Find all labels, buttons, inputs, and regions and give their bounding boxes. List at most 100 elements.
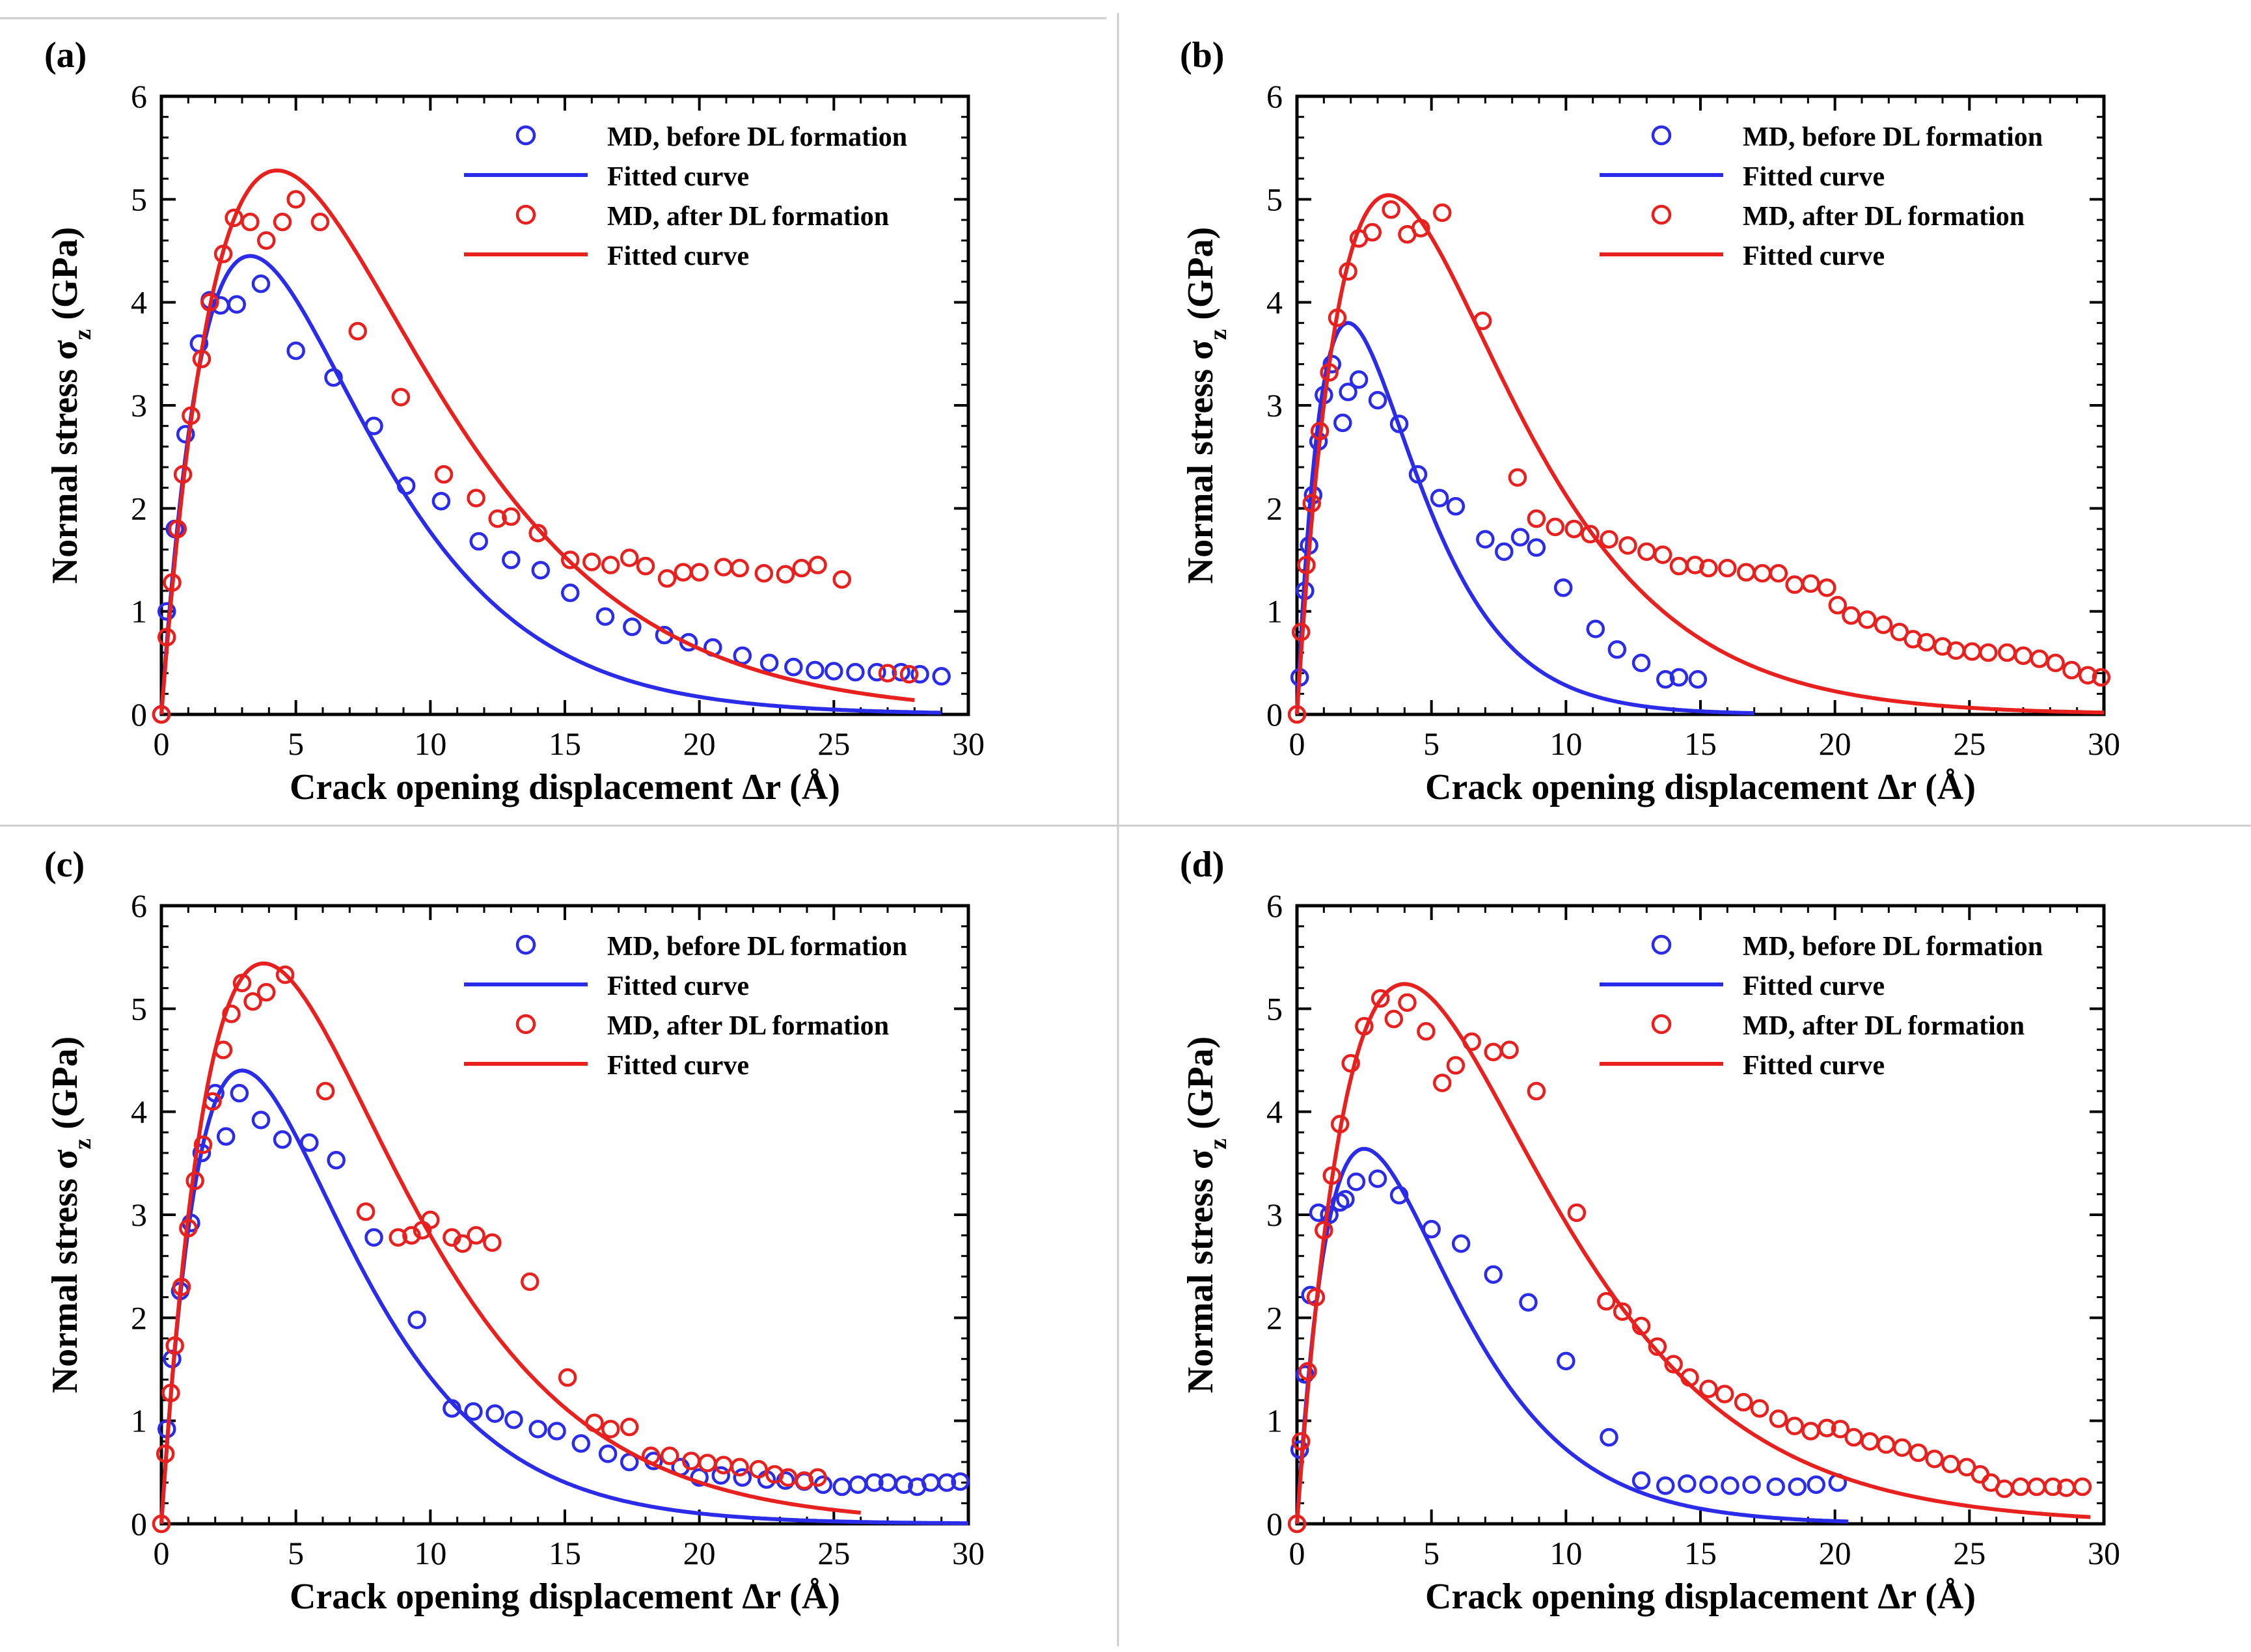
fitted-curve-line <box>159 1068 968 1526</box>
legend-marker-swatch <box>515 1014 536 1035</box>
md-data-point <box>1842 606 1861 625</box>
fitted-curve-line <box>159 961 861 1524</box>
md-data-point <box>595 607 615 626</box>
md-data-point <box>1631 653 1651 673</box>
legend-entry-label: MD, after DL formation <box>607 1011 889 1041</box>
y-axis-label: Normal stress σz (GPa) <box>45 227 96 584</box>
md-data-point <box>1382 200 1400 219</box>
chart-panel: (d) 0 5 10 15 20 25 30 0 1 2 3 4 5 6 Crack opening disp… <box>1180 845 2120 1617</box>
y-tick-label: 0 <box>131 1506 147 1542</box>
y-tick-label: 3 <box>131 387 147 424</box>
md-data-point <box>1495 542 1514 562</box>
md-data-point <box>1801 574 1820 593</box>
md-data-point <box>531 561 551 580</box>
md-data-point <box>1925 1450 1944 1469</box>
md-data-point <box>1997 643 2017 662</box>
chart-panel: (b) 0 5 10 15 20 25 30 0 1 2 3 4 5 6 Crack opening disp… <box>1180 35 2120 807</box>
md-data-point <box>469 532 488 551</box>
legend-entry-label: MD, before DL formation <box>607 122 907 152</box>
md-data-point <box>157 602 176 621</box>
md-data-point <box>636 556 655 576</box>
md-data-point <box>1917 632 1936 652</box>
md-data-point <box>1637 542 1656 562</box>
md-data-point <box>1567 1203 1587 1223</box>
x-tick-label: 20 <box>1819 725 1851 762</box>
y-tick-label: 3 <box>1266 1197 1283 1233</box>
md-data-point <box>225 208 243 228</box>
md-data-point <box>464 1402 483 1421</box>
md-data-point <box>1669 668 1689 687</box>
md-data-point <box>660 1446 679 1465</box>
md-data-point <box>453 1234 472 1253</box>
x-tick-label: 5 <box>1423 725 1439 762</box>
md-data-point <box>547 1422 566 1441</box>
x-tick-label: 5 <box>288 725 304 762</box>
x-tick-label: 20 <box>683 725 716 762</box>
md-data-point <box>1785 1416 1804 1435</box>
md-data-point <box>1451 1234 1471 1253</box>
x-tick-label: 25 <box>817 725 850 762</box>
y-tick-label: 2 <box>131 490 147 526</box>
md-data-point <box>730 558 749 578</box>
md-data-point <box>2092 668 2111 687</box>
md-data-point <box>1600 530 1618 549</box>
y-tick-label: 5 <box>131 990 147 1027</box>
legend-entry-label: Fitted curve <box>607 1051 749 1081</box>
md-data-point <box>485 1404 504 1423</box>
md-data-point <box>1546 517 1565 537</box>
md-data-point <box>1581 524 1600 544</box>
y-tick-label: 1 <box>131 593 147 630</box>
md-data-point <box>230 1083 249 1103</box>
y-tick-label: 0 <box>1266 1506 1283 1542</box>
md-data-point <box>1737 563 1756 582</box>
md-data-point <box>2030 649 2049 668</box>
x-axis-label: Crack opening displacement Δr (Å) <box>1425 1577 1976 1617</box>
md-data-point <box>1527 538 1546 557</box>
y-tick-label: 6 <box>1266 78 1283 115</box>
x-tick-label: 5 <box>288 1535 304 1571</box>
md-data-point <box>402 1226 421 1245</box>
md-data-point <box>1631 1471 1651 1490</box>
md-data-point <box>1527 1081 1546 1101</box>
md-data-point <box>808 556 827 575</box>
md-data-point <box>714 1456 733 1474</box>
md-data-point <box>1432 1074 1452 1092</box>
md-data-point <box>1346 1172 1366 1191</box>
y-tick-label: 4 <box>131 1094 147 1130</box>
md-data-point <box>1963 642 1982 661</box>
x-tick-label: 30 <box>952 725 985 762</box>
y-tick-label: 1 <box>131 1403 147 1439</box>
md-data-point <box>825 662 843 681</box>
x-tick-label: 25 <box>817 1535 850 1571</box>
md-data-point <box>582 552 601 571</box>
md-data-point <box>1446 496 1466 516</box>
md-data-point <box>193 1135 213 1154</box>
md-data-point <box>1734 1392 1753 1412</box>
md-data-point <box>273 1130 292 1149</box>
y-axis-label: Normal stress σz (GPa) <box>1180 1036 1232 1394</box>
md-data-point <box>865 1473 884 1492</box>
md-data-point <box>674 563 693 582</box>
md-data-point <box>528 1420 547 1439</box>
y-tick-label: 6 <box>131 78 147 115</box>
md-data-point <box>1398 993 1417 1012</box>
md-data-point <box>1656 1476 1675 1495</box>
md-data-point <box>892 662 910 682</box>
chart-panel: (c) 0 5 10 15 20 25 30 0 1 2 3 4 5 6 Crack opening disp… <box>44 845 985 1617</box>
md-data-point <box>1653 545 1672 564</box>
md-data-point <box>849 1475 867 1495</box>
md-data-point <box>502 550 521 569</box>
md-data-point <box>867 662 886 682</box>
md-data-point <box>1446 1056 1466 1075</box>
md-data-point <box>784 657 803 677</box>
md-data-point <box>1769 563 1788 583</box>
md-data-point <box>286 341 305 360</box>
md-data-point <box>1718 558 1737 578</box>
md-data-point <box>1699 558 1718 578</box>
md-data-point <box>1688 670 1708 689</box>
md-data-point <box>1971 1465 1990 1484</box>
md-data-point <box>1721 1476 1739 1495</box>
md-data-point <box>1801 1422 1820 1441</box>
x-tick-label: 20 <box>683 1535 716 1571</box>
legend-entry-label: MD, after DL formation <box>1743 1011 2025 1041</box>
